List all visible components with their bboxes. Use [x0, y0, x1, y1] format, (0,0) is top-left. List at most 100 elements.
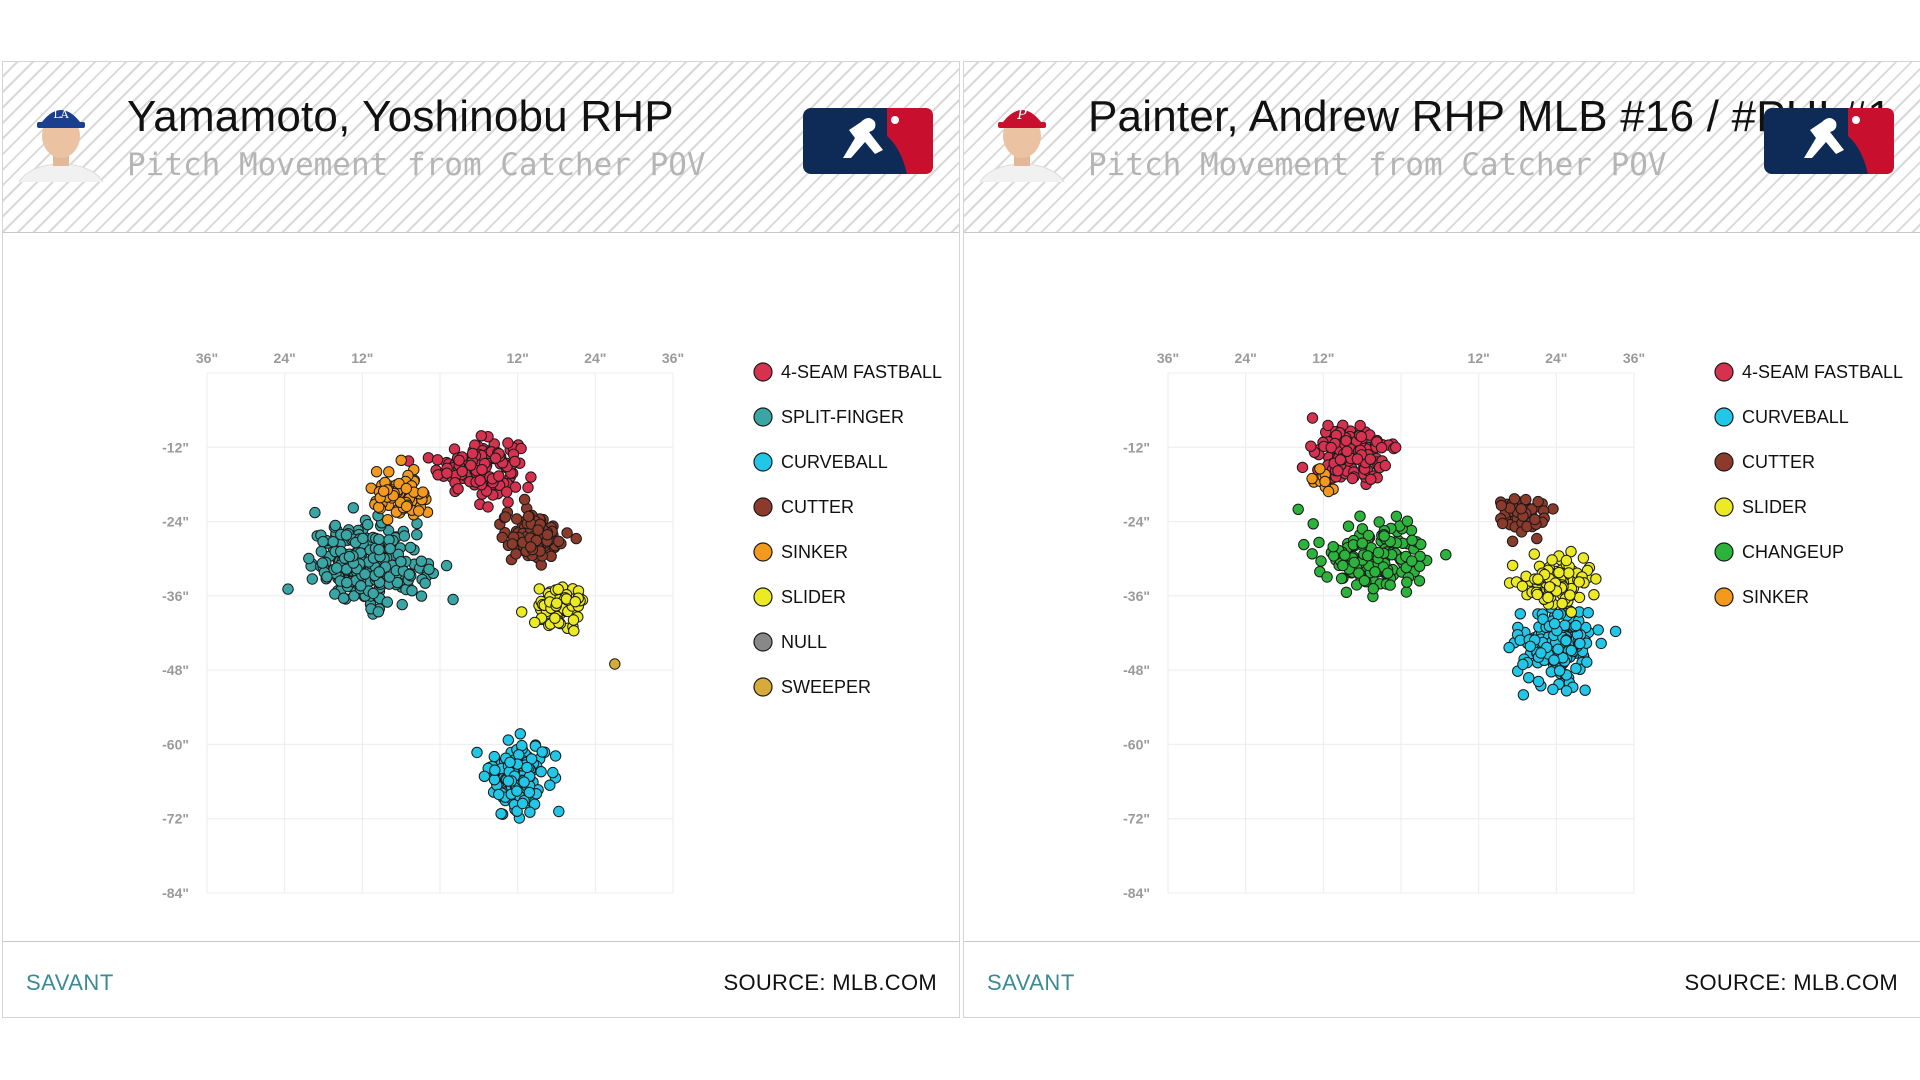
pitch-point	[384, 543, 396, 555]
legend-item: CURVEBALL	[1714, 407, 1849, 427]
pitch-point	[447, 593, 459, 606]
legend-item: NULL	[753, 632, 827, 652]
pitch-point	[1339, 549, 1351, 561]
pitch-point	[496, 531, 508, 544]
pitch-point	[398, 530, 411, 542]
pitch-point	[1322, 485, 1335, 498]
pitch-point	[1544, 581, 1556, 593]
mlb-logo	[1764, 108, 1894, 174]
player-headshot: P	[979, 107, 1065, 182]
pitch-point	[1401, 576, 1413, 588]
pitch-point	[1495, 499, 1508, 512]
pitch-point	[518, 776, 530, 788]
pitch-point	[1372, 546, 1385, 559]
pitch-point	[357, 532, 369, 545]
pitch-point	[1348, 556, 1360, 569]
pitch-point	[1341, 445, 1353, 458]
pitch-point	[1581, 656, 1593, 668]
pitch-point	[431, 454, 444, 466]
pitch-point	[411, 529, 423, 541]
pitch-point	[1496, 517, 1509, 530]
pitch-point	[1560, 685, 1573, 697]
legend-swatch	[1714, 362, 1734, 382]
pitch-point	[475, 430, 487, 442]
pitch-point	[1378, 530, 1390, 542]
pitch-point	[355, 580, 367, 592]
pitch-point	[1542, 591, 1554, 604]
pitch-point	[1375, 442, 1388, 454]
pitch-point	[493, 470, 505, 482]
pitch-point	[1547, 503, 1559, 515]
x-tick-label: 24"	[1235, 350, 1257, 366]
legend-label: CUTTER	[781, 497, 854, 517]
pitch-points	[282, 430, 621, 824]
card-footer: SAVANT SOURCE: MLB.COM	[964, 941, 1920, 1018]
pitch-point	[465, 459, 477, 472]
y-tick-label: -36"	[1123, 588, 1150, 604]
pitch-point	[544, 779, 556, 791]
pitch-point	[422, 452, 435, 464]
legend-swatch	[753, 542, 773, 562]
pitch-point	[452, 483, 464, 495]
pitch-point	[309, 506, 321, 519]
legend-swatch	[753, 407, 773, 427]
series-4-seam-fastball	[402, 430, 537, 513]
pitch-point	[1306, 412, 1319, 424]
pitch-point	[502, 496, 514, 508]
pitch-point	[1547, 683, 1559, 696]
pitch-point	[1517, 689, 1530, 701]
pitch-point	[1406, 555, 1418, 567]
pitch-point	[1552, 643, 1564, 655]
series-cutter	[494, 493, 582, 571]
y-tick-label: -84"	[162, 885, 189, 901]
pitch-point	[513, 749, 525, 761]
x-tick-label: 12"	[1468, 350, 1490, 366]
pitch-point	[511, 805, 523, 817]
chart-subtitle: Pitch Movement from Catcher POV	[1088, 147, 1667, 183]
series-curveball	[1503, 602, 1622, 701]
pitch-point	[476, 464, 488, 476]
pitch-point	[549, 750, 562, 762]
pitch-point	[525, 541, 537, 553]
legend: 4-SEAM FASTBALL CURVEBALL CUTTER SLIDER CHAN…	[1714, 362, 1903, 607]
pitch-point	[1532, 495, 1544, 508]
pitch-point	[1524, 640, 1536, 652]
x-tick-label: 36"	[662, 350, 684, 366]
pitch-point	[1413, 575, 1426, 587]
pitch-point	[466, 447, 479, 460]
pitch-point	[391, 576, 404, 589]
pitch-point	[1537, 613, 1549, 625]
y-tick-label: -72"	[162, 811, 189, 827]
series-cutter	[1495, 493, 1559, 547]
legend-item: SPLIT-FINGER	[753, 407, 904, 427]
pitch-point	[303, 552, 315, 565]
pitch-point	[518, 493, 531, 506]
legend-label: SINKER	[1742, 587, 1809, 607]
legend-item: 4-SEAM FASTBALL	[753, 362, 942, 382]
pitch-point	[1413, 560, 1426, 572]
y-tick-label: -48"	[162, 662, 189, 678]
legend-swatch	[753, 452, 773, 472]
pitch-movement-card: P Painter, Andrew RHP MLB #16 / #PHI #1 …	[963, 61, 1920, 1018]
legend-label: SWEEPER	[781, 677, 871, 697]
pitch-point	[1506, 559, 1519, 572]
pitch-point	[506, 538, 518, 550]
legend-item: CURVEBALL	[753, 452, 888, 472]
legend-item: SINKER	[1714, 587, 1809, 607]
pitch-point	[1553, 665, 1566, 677]
pitch-point	[1346, 472, 1359, 485]
legend-item: CHANGEUP	[1714, 542, 1844, 562]
savant-link[interactable]: SAVANT	[26, 970, 114, 995]
pitch-point	[1354, 419, 1366, 432]
x-tick-label: 24"	[274, 350, 296, 366]
pitch-point	[359, 568, 371, 580]
x-tick-label: 36"	[196, 350, 218, 366]
pitch-point	[1579, 684, 1591, 696]
savant-link[interactable]: SAVANT	[987, 970, 1075, 995]
pitch-point	[1319, 475, 1331, 488]
pitch-point	[1332, 465, 1344, 477]
pitch-point	[1546, 554, 1558, 566]
pitch-point	[1531, 588, 1543, 601]
pitch-point	[1325, 441, 1337, 454]
pitch-point	[1379, 459, 1391, 472]
